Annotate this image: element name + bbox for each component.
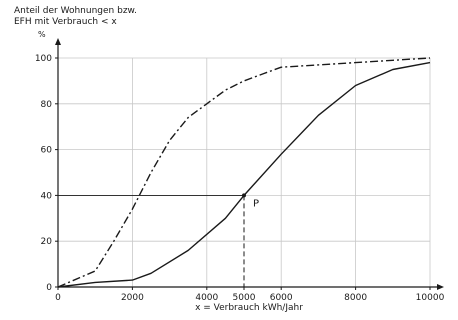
annotation-label: P: [253, 198, 259, 209]
x-tick-label-5000: 5000: [233, 293, 256, 303]
y-axis-unit: %: [38, 30, 46, 39]
x-tick-label-8000: 8000: [344, 293, 367, 303]
y-axis-label: Anteil der Wohnungen bzw. EFH mit Verbra…: [14, 6, 137, 28]
x-tick-label-6000: 6000: [270, 293, 293, 303]
y-axis-label-line-1: Anteil der Wohnungen bzw.: [14, 6, 137, 16]
series-lines: [57, 57, 431, 288]
x-tick-label-10000: 10000: [416, 293, 445, 303]
tick-labels: 0 20 40 60 80 100 0 2000 4000 5000 6000 8000 10000: [35, 54, 445, 303]
series-line-2: [57, 61, 431, 288]
x-tick-label-4000: 4000: [195, 293, 218, 303]
y-tick-label-20: 20: [41, 237, 53, 247]
y-tick-label-60: 60: [41, 146, 53, 156]
x-axis-arrow: [437, 284, 444, 290]
annotation-point: [242, 193, 246, 198]
x-tick-label-2000: 2000: [121, 293, 144, 303]
y-tick-label-40: 40: [41, 191, 53, 201]
y-tick-label-100: 100: [35, 54, 52, 64]
y-tick-label-80: 80: [41, 100, 53, 110]
y-axis-arrow: [55, 38, 61, 45]
x-axis-label: x = Verbrauch kWh/Jahr: [195, 303, 303, 313]
x-tick-label-0: 0: [55, 293, 61, 303]
annotation: P: [58, 193, 259, 287]
y-tick-label-0: 0: [46, 283, 52, 293]
axes: [55, 38, 444, 290]
y-axis-label-line-2: EFH mit Verbrauch < x: [14, 17, 117, 27]
